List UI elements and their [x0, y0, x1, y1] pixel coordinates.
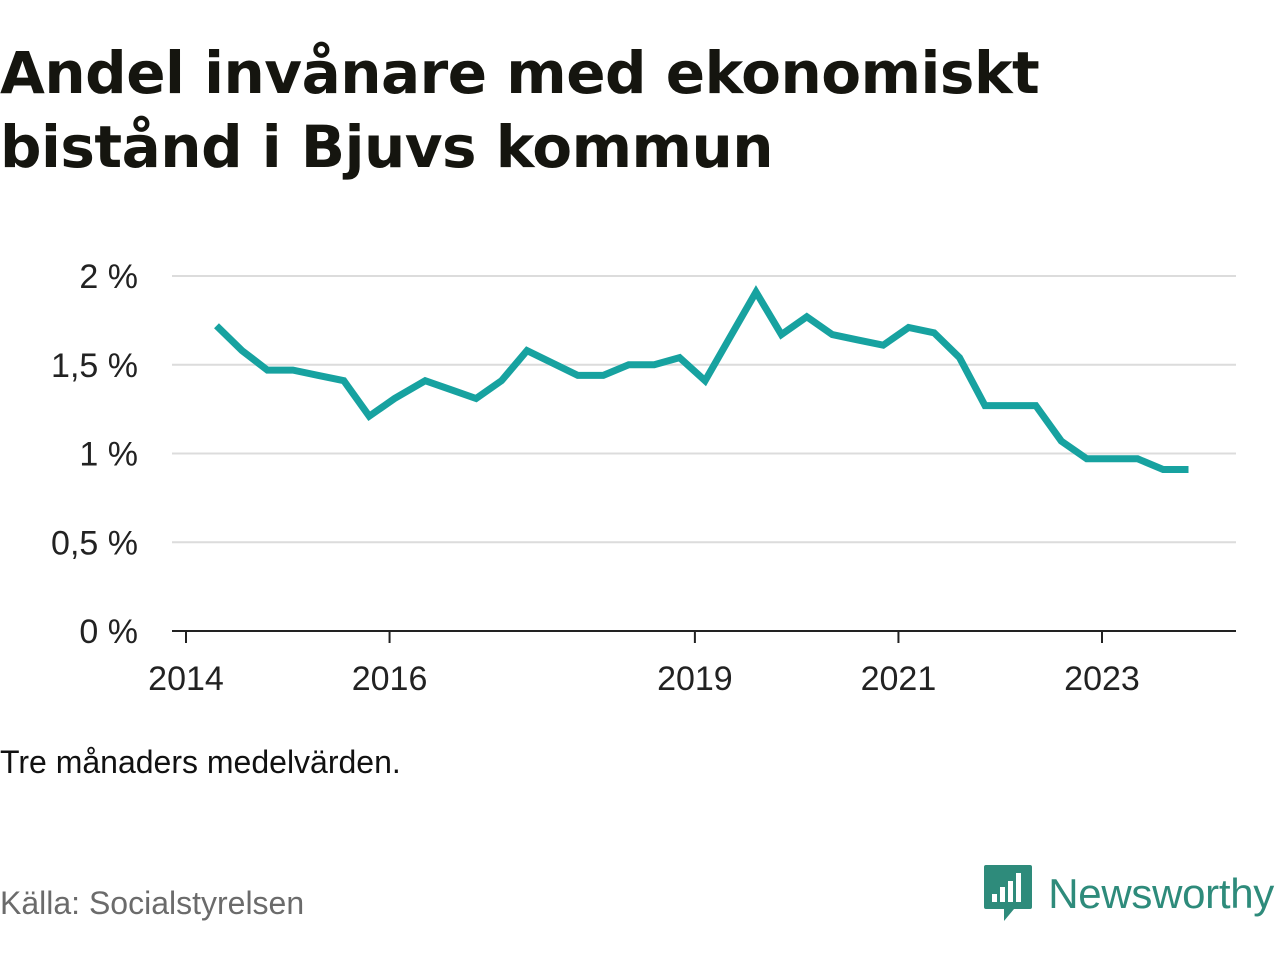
y-tick-label: 1,5 %: [51, 347, 138, 385]
y-tick-label: 0,5 %: [51, 524, 138, 562]
x-tick-label: 2023: [1064, 660, 1140, 698]
y-tick-label: 2 %: [79, 258, 138, 296]
x-tick-label: 2021: [861, 660, 937, 698]
y-axis: 0 % 0,5 % 1 % 1,5 % 2 %: [51, 258, 138, 651]
y-tick-label: 1 %: [79, 436, 138, 474]
chart-title: Andel invånare med ekonomiskt bistånd i …: [0, 39, 1040, 181]
gridlines: [172, 275, 1236, 544]
x-axis: 2014 2016 2019 2021 2023: [148, 630, 1236, 698]
brand-logo: Newsworthy: [982, 862, 1274, 926]
line-chart: 0 % 0,5 % 1 % 1,5 % 2 % 2014 2016 2019 2021 2023: [51, 258, 1236, 698]
source-credit: Källa: Socialstyrelsen: [0, 885, 305, 921]
series-layer: [214, 285, 1189, 473]
chart-note: Tre månaders medelvärden.: [0, 744, 401, 780]
newsworthy-logo-icon: [984, 865, 1033, 921]
x-tick-label: 2016: [352, 660, 428, 698]
y-tick-label: 0 %: [79, 613, 138, 651]
brand-name: Newsworthy: [1048, 870, 1274, 917]
x-tick-label: 2014: [148, 660, 224, 698]
x-tick-label: 2019: [657, 660, 733, 698]
series-line: [214, 285, 1189, 473]
